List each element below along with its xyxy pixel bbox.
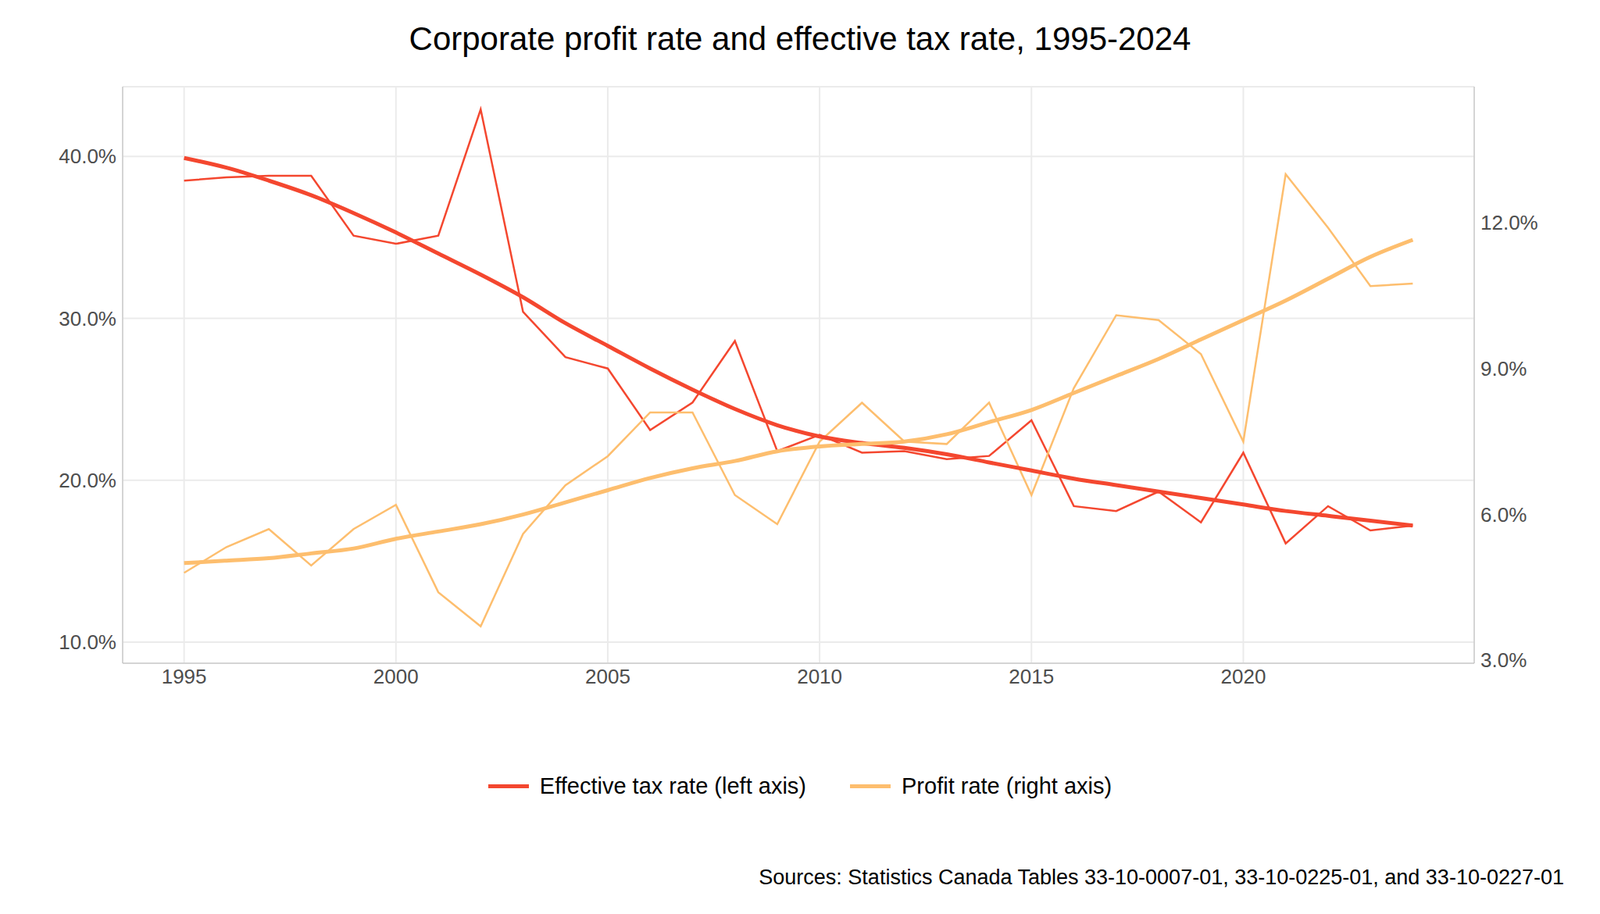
svg-text:6.0%: 6.0% <box>1480 503 1527 527</box>
svg-text:3.0%: 3.0% <box>1480 648 1527 672</box>
svg-text:12.0%: 12.0% <box>1480 210 1539 235</box>
svg-text:2005: 2005 <box>585 664 631 689</box>
html-text:Profit rate (right axis): Profit rate (right axis) <box>901 773 1112 799</box>
svg-text:30.0%: 30.0% <box>58 307 117 331</box>
svg-text:40.0%: 40.0% <box>58 144 117 168</box>
html-text:Sources: Statistics Canada Tab: Sources: Statistics Canada Tables 33-10-… <box>758 865 1565 890</box>
svg-text:2015: 2015 <box>1008 664 1054 689</box>
svg-text:2000: 2000 <box>373 664 419 689</box>
svg-text:20.0%: 20.0% <box>58 468 117 493</box>
html-text:Corporate profit rate and effe: Corporate profit rate and effective tax … <box>409 20 1191 58</box>
html-text:Effective tax rate (left axis): Effective tax rate (left axis) <box>539 773 807 799</box>
svg-text:10.0%: 10.0% <box>58 630 117 654</box>
svg-text:2020: 2020 <box>1221 664 1267 689</box>
svg-text:2010: 2010 <box>796 664 843 689</box>
svg-text:1995: 1995 <box>161 664 208 689</box>
svg-text:9.0%: 9.0% <box>1480 357 1527 381</box>
